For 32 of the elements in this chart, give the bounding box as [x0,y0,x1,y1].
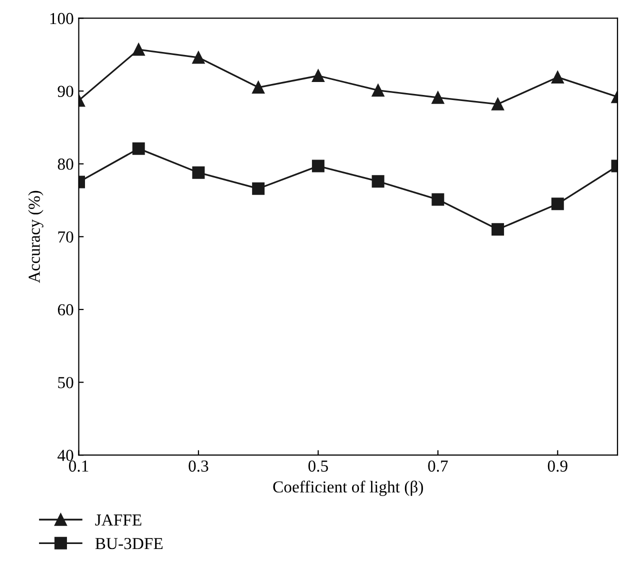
point [551,198,564,210]
point [432,193,444,206]
legend-label: BU-3DFE [95,538,163,550]
y-tick-label: 80 [58,158,74,170]
x-tick-label: 0.7 [428,460,448,472]
point [312,70,324,82]
legend-label: JAFFE [95,514,142,526]
y-tick-label: 50 [58,376,74,388]
y-tick-label: 60 [58,304,74,316]
x-axis-title: Coefficient of light (β) [273,480,423,496]
point [551,70,564,84]
x-tick-label: 0.1 [68,460,88,472]
point [372,175,384,188]
y-tick-label: 100 [50,12,74,24]
x-tick-label: 0.3 [188,460,208,472]
point [192,51,205,64]
point [252,182,265,195]
point [312,160,324,172]
point [132,142,145,155]
point [432,91,444,104]
x-tick-label: 0.5 [308,460,328,472]
y-tick-label: 70 [58,231,74,243]
point [252,81,265,94]
x-tick-label: 0.9 [548,460,568,472]
y-tick-label: 90 [58,86,74,97]
point [492,98,504,110]
point [132,43,145,56]
y-tick-label: 40 [58,450,74,462]
point [192,166,205,179]
point [372,84,384,97]
point [492,223,504,236]
y-axis-title: Accuracy (%) [28,190,44,284]
